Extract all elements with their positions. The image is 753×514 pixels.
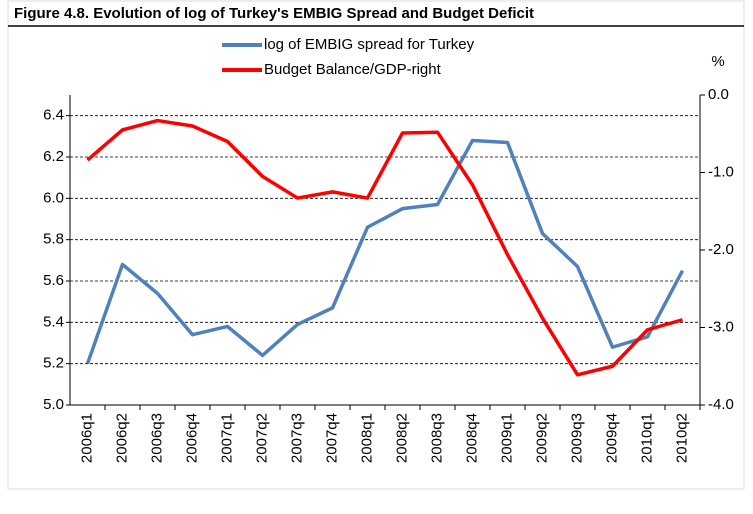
line-series (85, 138, 685, 365)
x-tick-label: 2007q2 (253, 413, 270, 463)
x-tick-label: 2010q1 (638, 413, 655, 463)
y2-tick-label: 0.0 (708, 86, 729, 103)
x-tick-label: 2006q3 (148, 413, 165, 463)
x-tick-label: 2009q1 (498, 413, 515, 463)
x-tick-label: 2006q1 (78, 413, 95, 463)
y-tick-label: 5.8 (43, 231, 64, 248)
y2-tick-label: -2.0 (708, 241, 734, 258)
x-tick-label: 2008q1 (358, 413, 375, 463)
y-tick-label: 6.4 (43, 107, 64, 124)
y2-tick-label: -1.0 (708, 163, 734, 180)
x-tick-label: 2007q3 (288, 413, 305, 463)
frame (7, 0, 745, 490)
y-tick-label: 6.0 (43, 189, 64, 206)
y-tick-label: 5.4 (43, 313, 64, 330)
legend-label: log of EMBIG spread for Turkey (264, 36, 475, 53)
y-tick-label: 6.2 (43, 148, 64, 165)
x-tick-label: 2010q2 (673, 413, 690, 463)
x-tick-label: 2009q2 (533, 413, 550, 463)
x-tick-label: 2007q1 (218, 413, 235, 463)
y2-axis-label: % (711, 53, 724, 70)
x-tick-label: 2009q3 (568, 413, 585, 463)
x-tick-label: 2006q2 (113, 413, 130, 463)
y-tick-label: 5.2 (43, 355, 64, 372)
x-tick-label: 2008q3 (428, 413, 445, 463)
y-tick-label: 5.0 (43, 396, 64, 413)
x-tick-label: 2008q4 (463, 413, 480, 463)
x-tick-label: 2007q4 (323, 413, 340, 463)
line-series (86, 118, 683, 377)
legend-label: Budget Balance/GDP-right (264, 61, 442, 78)
y2-tick-label: -4.0 (708, 396, 734, 413)
y-tick-label: 5.6 (43, 272, 64, 289)
chart-title: Figure 4.8. Evolution of log of Turkey's… (14, 5, 534, 22)
x-tick-label: 2008q2 (393, 413, 410, 463)
x-tick-label: 2009q4 (603, 413, 620, 463)
y2-tick-label: -3.0 (708, 318, 734, 335)
x-tick-label: 2006q4 (183, 413, 200, 463)
